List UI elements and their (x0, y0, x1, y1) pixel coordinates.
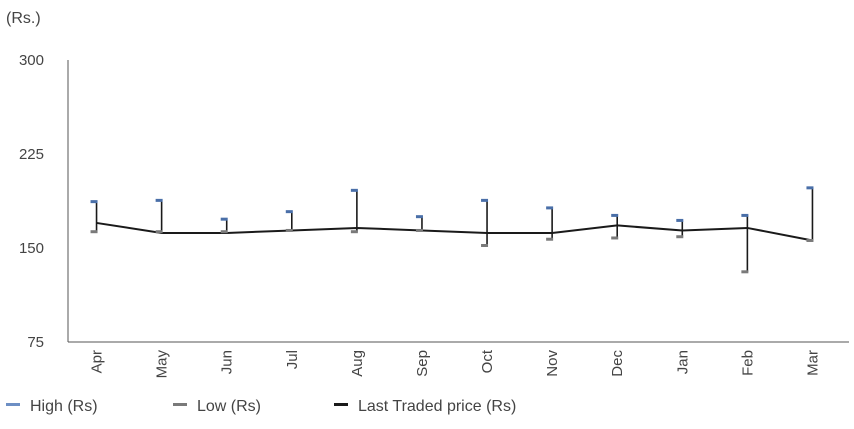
x-tick-label: Jun (219, 350, 236, 374)
y-tick-label: 300 (19, 52, 44, 69)
x-tick-label: Dec (609, 350, 626, 377)
x-tick-label: Sep (414, 350, 431, 377)
x-tick-label: Feb (739, 350, 756, 376)
y-tick-label: 225 (19, 146, 44, 163)
legend-label-high: High (Rs) (30, 398, 98, 415)
x-tick-label: Aug (349, 350, 366, 377)
legend-swatch-high (6, 403, 20, 407)
x-tick-label: Mar (804, 350, 821, 376)
y-tick-label: 75 (27, 334, 44, 351)
x-tick-label: Nov (544, 350, 561, 377)
legend-item-last-traded: Last Traded price (Rs) (334, 398, 516, 416)
legend-item-high: High (Rs) (6, 398, 98, 416)
legend-label-last-traded: Last Traded price (Rs) (358, 398, 517, 415)
x-tick-label: Apr (89, 350, 106, 373)
y-axis-unit-label: (Rs.) (6, 10, 41, 27)
legend-swatch-low (173, 403, 187, 407)
last-traded-price-line (96, 221, 813, 242)
legend-item-low: Low (Rs) (173, 398, 261, 416)
x-tick-label: Jan (674, 350, 691, 374)
x-tick-label: Jul (284, 350, 301, 369)
legend-label-low: Low (Rs) (197, 398, 262, 415)
y-tick-label: 150 (19, 240, 44, 257)
x-tick-label: May (154, 350, 171, 379)
x-tick-label: Oct (479, 349, 496, 373)
legend-swatch-last-traded (334, 403, 348, 407)
